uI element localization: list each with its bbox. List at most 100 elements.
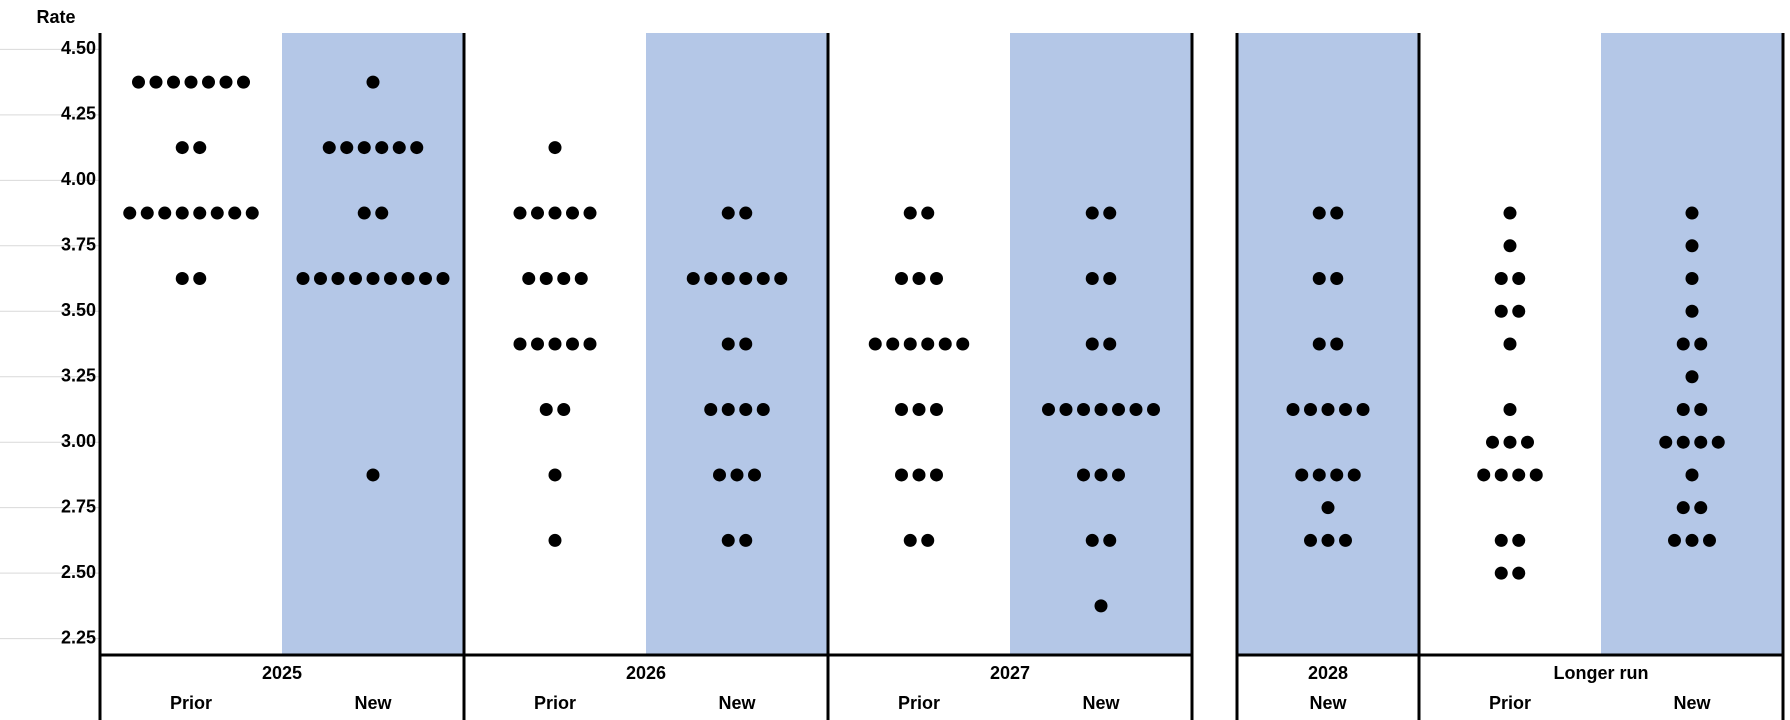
dot	[1042, 402, 1055, 416]
dot	[1503, 337, 1517, 351]
dot	[739, 272, 753, 286]
dot	[1304, 402, 1317, 416]
dot	[1685, 304, 1699, 318]
dot	[296, 272, 310, 286]
dot	[1330, 468, 1344, 482]
dot	[349, 272, 362, 286]
dot	[1494, 566, 1508, 580]
y-tick-label: 3.50	[61, 300, 96, 320]
dot	[1494, 272, 1508, 286]
dot	[539, 272, 553, 286]
group-label: 2026	[626, 663, 666, 683]
dot	[1312, 272, 1326, 286]
dot	[1304, 533, 1317, 547]
dot	[1330, 206, 1344, 220]
dot	[149, 75, 163, 89]
dot	[548, 337, 562, 351]
dot	[436, 272, 450, 286]
dot	[774, 272, 788, 286]
column-label: New	[1673, 693, 1711, 713]
dot	[1321, 533, 1335, 547]
dot	[175, 141, 189, 155]
dot	[686, 272, 700, 286]
dot	[357, 141, 371, 155]
dot	[1129, 402, 1143, 416]
dot	[739, 206, 753, 220]
dot	[912, 402, 926, 416]
dot	[930, 468, 943, 482]
dot	[167, 75, 180, 89]
dot	[868, 337, 882, 351]
dot	[1685, 272, 1699, 286]
dot	[912, 272, 926, 286]
y-tick-label: 4.00	[61, 169, 96, 189]
dot	[1676, 402, 1690, 416]
dot	[1685, 239, 1699, 253]
dot	[175, 272, 189, 286]
column-label: New	[718, 693, 756, 713]
y-tick-label: 4.25	[61, 104, 96, 124]
dot	[158, 206, 172, 220]
dot	[1147, 402, 1160, 416]
dot	[1503, 239, 1517, 253]
dot	[1286, 402, 1300, 416]
column-background	[1601, 33, 1783, 655]
dot	[704, 402, 718, 416]
dot	[548, 141, 562, 155]
column-label: Prior	[898, 693, 940, 713]
dot	[1330, 272, 1344, 286]
dot	[903, 206, 917, 220]
dot	[1103, 206, 1117, 220]
dot	[713, 468, 726, 482]
dot	[245, 206, 259, 220]
group-label: Longer run	[1554, 663, 1649, 683]
group-label: 2027	[990, 663, 1030, 683]
dot	[1703, 533, 1716, 547]
dot	[704, 272, 718, 286]
dot	[184, 75, 198, 89]
dot	[366, 75, 380, 89]
dot	[730, 468, 744, 482]
dot	[1676, 501, 1690, 515]
dot	[548, 468, 562, 482]
dot	[1512, 468, 1526, 482]
column-label: Prior	[534, 693, 576, 713]
dot	[1330, 337, 1344, 351]
dot	[1295, 468, 1309, 482]
dot	[322, 141, 336, 155]
dot	[721, 272, 735, 286]
dot	[921, 533, 935, 547]
dot	[202, 75, 215, 89]
dot	[140, 206, 154, 220]
dot	[1512, 533, 1526, 547]
y-tick-label: 3.00	[61, 431, 96, 451]
dot	[375, 206, 389, 220]
dot	[123, 206, 137, 220]
dot	[921, 206, 935, 220]
column-background	[100, 33, 282, 655]
y-tick-label: 4.50	[61, 38, 96, 58]
dot	[331, 272, 345, 286]
dot	[895, 468, 908, 482]
column-label: New	[354, 693, 392, 713]
dot	[1077, 468, 1090, 482]
dot	[1494, 533, 1508, 547]
dot	[1112, 402, 1125, 416]
dot	[921, 337, 935, 351]
column-background	[646, 33, 828, 655]
dot	[1685, 468, 1699, 482]
dot	[522, 272, 536, 286]
dot	[175, 206, 189, 220]
dot	[930, 272, 943, 286]
dot	[1339, 533, 1352, 547]
dot	[557, 272, 571, 286]
dot	[1085, 206, 1099, 220]
dot	[513, 337, 527, 351]
dot	[1529, 468, 1543, 482]
dot	[566, 206, 579, 220]
y-tick-label: 3.25	[61, 365, 96, 385]
dot	[583, 206, 597, 220]
dot	[739, 533, 753, 547]
